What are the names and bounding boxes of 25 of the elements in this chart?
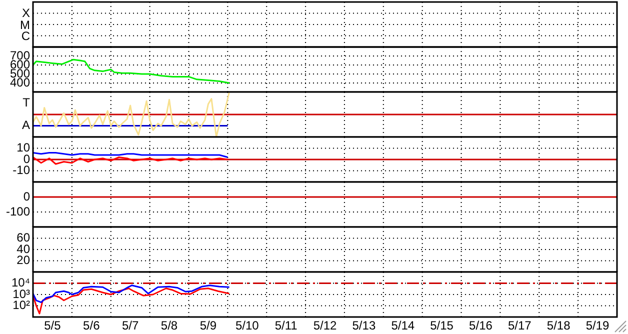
- x-tick-label: 5/13: [352, 318, 376, 332]
- x-tick-label: 5/15: [430, 318, 454, 332]
- x-tick-label: 5/14: [391, 318, 415, 332]
- text: X: [22, 6, 30, 20]
- x-tick-label: 5/7: [122, 318, 139, 332]
- y-tick-label: -100: [6, 204, 30, 218]
- x-tick-label: 5/10: [235, 318, 260, 332]
- y-tick-label: 20: [16, 253, 30, 268]
- x-tick-label: 5/19: [586, 318, 610, 332]
- y-tick-label: -10: [12, 163, 30, 178]
- x-tick-label: 5/6: [83, 318, 100, 332]
- x-tick-label: 5/16: [469, 318, 493, 332]
- x-tick-label: 5/12: [313, 318, 337, 332]
- x-tick-label: 5/17: [508, 318, 532, 332]
- text: M: [20, 18, 30, 32]
- x-tick-label: 5/8: [160, 318, 178, 332]
- x-tick-label: 5/11: [274, 318, 298, 332]
- text: T: [22, 96, 31, 110]
- text: A: [22, 118, 30, 132]
- x-tick-label: 5/5: [44, 318, 62, 332]
- text: C: [21, 28, 30, 43]
- y-tick-label: 0: [23, 189, 30, 204]
- x-tick-label: 5/9: [200, 318, 217, 332]
- y-tick-label: 10²: [12, 298, 30, 312]
- x-tick-label: 5/18: [546, 318, 571, 332]
